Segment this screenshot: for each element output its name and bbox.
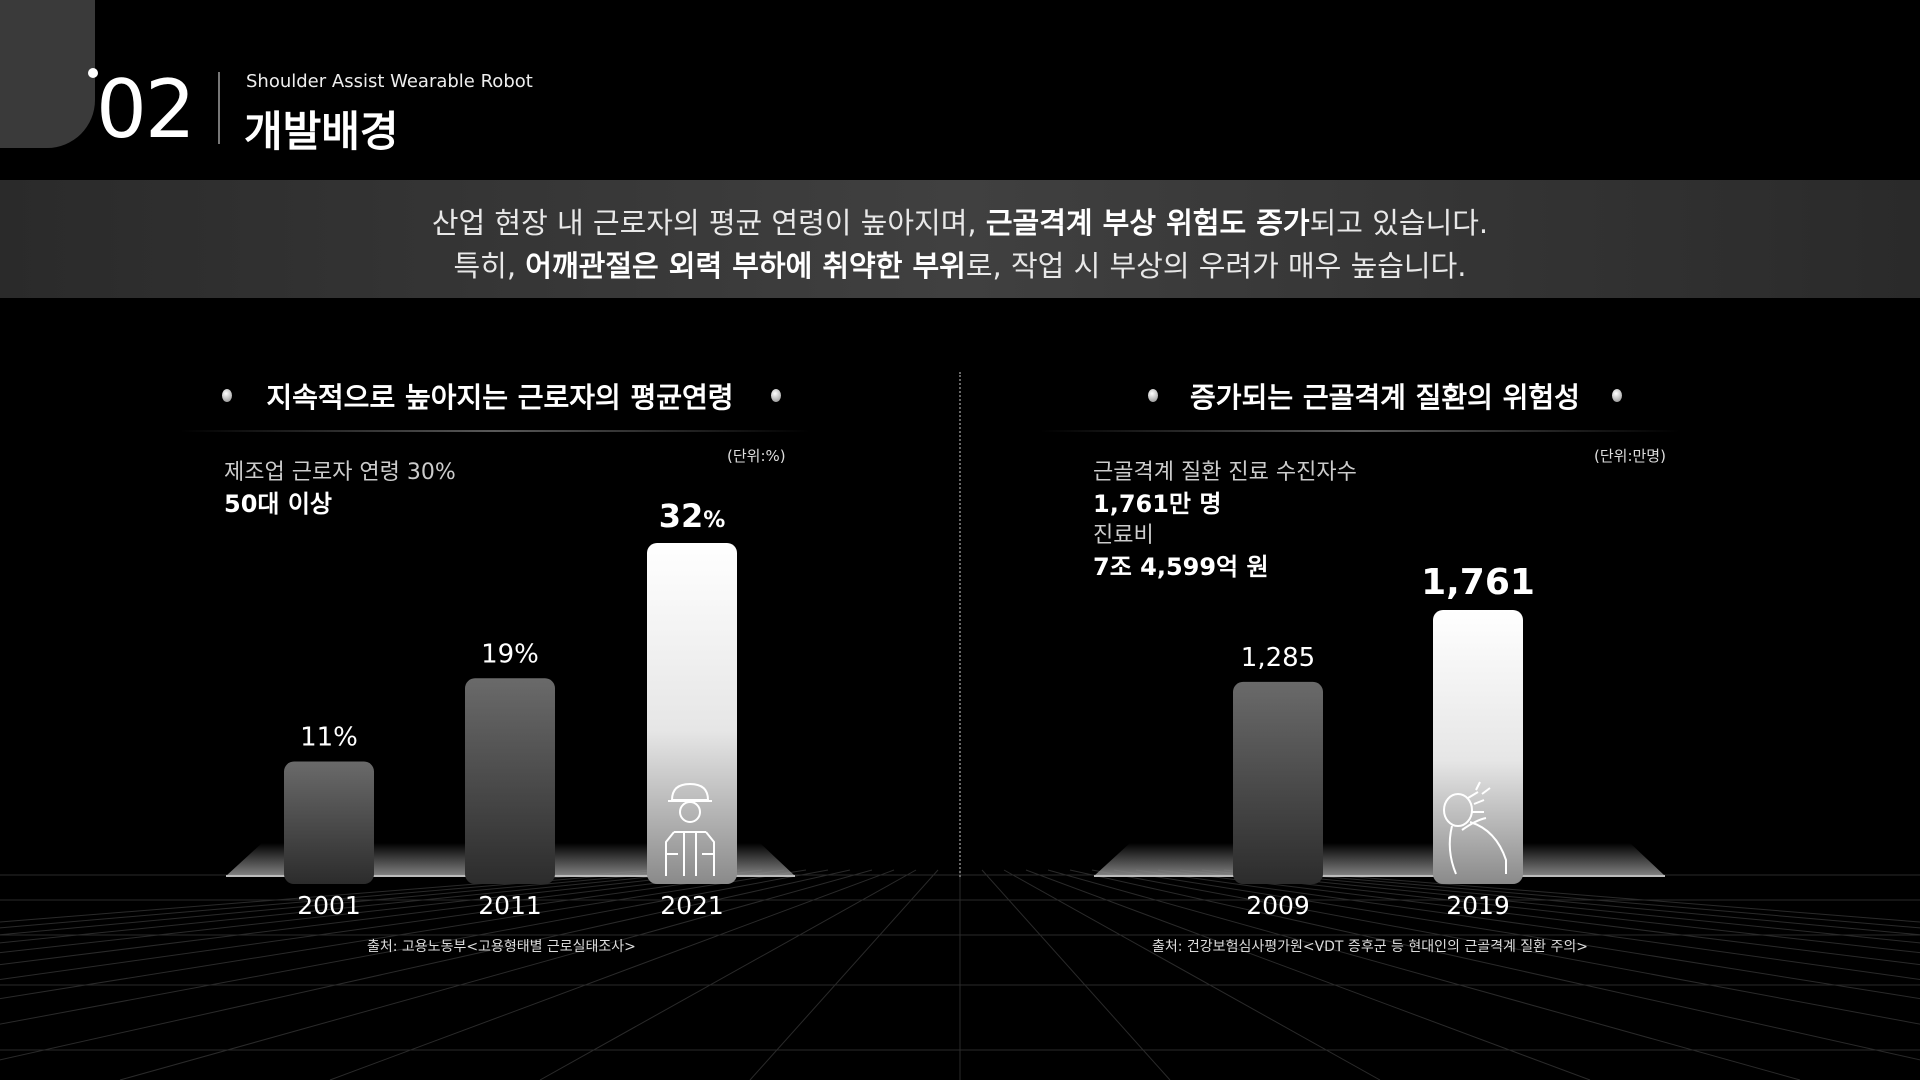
summary-banner: 산업 현장 내 근로자의 평균 연령이 높아지며, 근골격계 부상 위험도 증가… [0, 180, 1920, 298]
right-title-underline [1040, 430, 1680, 432]
title-bullet-right-2 [1612, 389, 1622, 402]
right-info-label-2: 진료비 [1093, 523, 1154, 548]
chart-1-data-label-2001: 11% [300, 723, 358, 753]
banner-line-1: 산업 현장 내 근로자의 평균 연령이 높아지며, 근골격계 부상 위험도 증가… [0, 200, 1920, 242]
left-panel-title: 지속적으로 높아지는 근로자의 평균연령 [266, 381, 734, 414]
banner-line-1-text: 산업 현장 내 근로자의 평균 연령이 높아지며, [431, 206, 986, 240]
banner-line-2: 특히, 어깨관절은 외력 부하에 취약한 부위로, 작업 시 부상의 우려가 매… [0, 243, 1920, 285]
corner-accent [0, 0, 95, 148]
title-bullet-left-1 [222, 389, 232, 402]
left-info-label: 제조업 근로자 연령 30% [224, 460, 456, 485]
chart-2-bar-2019 [1433, 610, 1523, 884]
banner-line-1-tail: 되고 있습니다. [1309, 206, 1489, 240]
right-info-value-2: 7조 4,599억 원 [1093, 553, 1269, 581]
chart-1-bar-2011 [465, 678, 555, 884]
banner-line-1-bold: 근골격계 부상 위험도 증가 [985, 206, 1310, 240]
left-source: 출처: 고용노동부<고용형태별 근로실태조사> [367, 939, 636, 955]
right-info-value-1: 1,761만 명 [1093, 490, 1222, 518]
section-number: 02 [96, 63, 196, 156]
title-bullet-left-2 [771, 389, 781, 402]
accent-dot [88, 68, 98, 78]
chart-2-data-label-2019: 1,761 [1421, 562, 1535, 603]
panel-separator [959, 372, 961, 877]
chart-2-tick-2009: 2009 [1246, 891, 1310, 920]
banner-line-2-text: 특히, [453, 249, 526, 283]
chart-1-bar-2021 [647, 543, 737, 884]
chart-2-data-label-2009: 1,285 [1241, 643, 1315, 673]
right-source: 출처: 건강보험심사평가원<VDT 증후군 등 현대인의 근골격계 질환 주의> [1152, 939, 1588, 955]
chart-1-tick-2011: 2011 [478, 891, 542, 920]
chart-1-bar-2001 [284, 761, 374, 884]
chart-2-bar-2009 [1233, 681, 1323, 884]
right-unit-label: (단위:만명) [1594, 447, 1666, 465]
left-unit-label: (단위:%) [727, 447, 786, 465]
chart-1-tick-2021: 2021 [660, 891, 724, 920]
chart-1-data-label-2011: 19% [481, 639, 539, 669]
worker-helmet-icon [665, 782, 715, 876]
right-panel-title: 증가되는 근골격계 질환의 위험성 [1190, 381, 1580, 414]
shoulder-pain-icon [1443, 781, 1507, 875]
chart-1-data-label-2021: 32% [659, 497, 726, 535]
left-info-value: 50대 이상 [224, 490, 332, 518]
left-title-underline [180, 430, 810, 432]
header-subtitle: Shoulder Assist Wearable Robot [246, 71, 533, 92]
chart-1-tick-2001: 2001 [297, 891, 361, 920]
banner-line-2-bold: 어깨관절은 외력 부하에 취약한 부위 [525, 249, 966, 283]
chart-1-percent-suffix: % [703, 508, 725, 533]
right-info-label-1: 근골격계 질환 진료 수진자수 [1093, 460, 1357, 485]
header-divider [218, 72, 220, 144]
page-title: 개발배경 [244, 107, 399, 156]
banner-line-2-tail: 로, 작업 시 부상의 우려가 매우 높습니다. [965, 249, 1467, 283]
chart-2-platform [1094, 843, 1665, 876]
chart-2-tick-2019: 2019 [1446, 891, 1510, 920]
title-bullet-right-1 [1148, 389, 1158, 402]
